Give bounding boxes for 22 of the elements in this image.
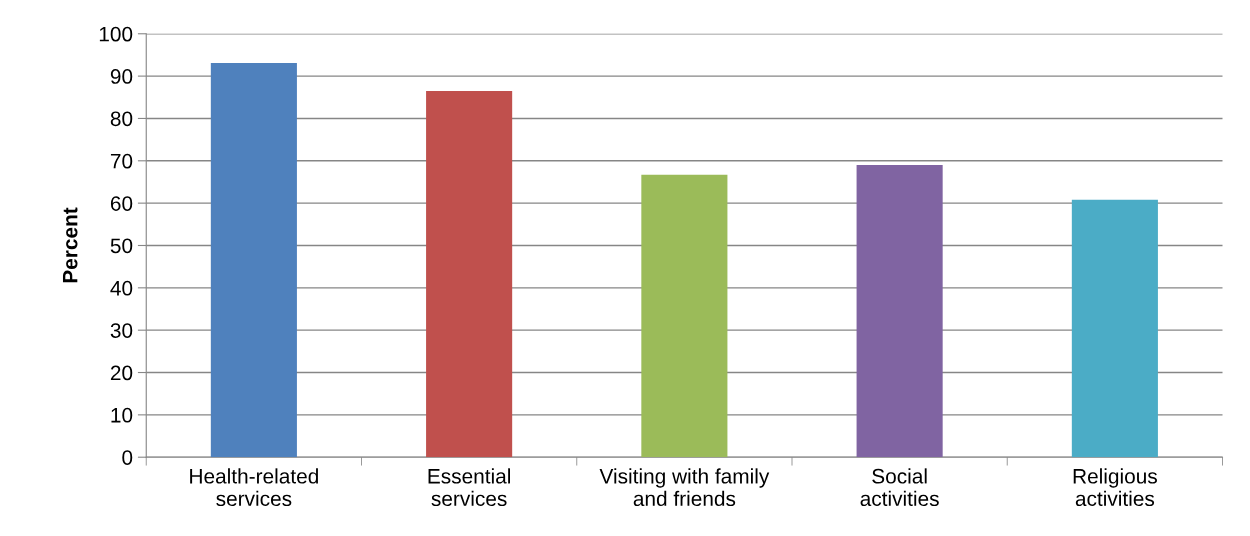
- y-axis-title: Percent: [62, 207, 78, 283]
- y-tick-label: 10: [111, 407, 133, 423]
- y-tick-label: 60: [110, 196, 133, 211]
- y-tick-label: 100: [99, 26, 133, 42]
- y-tick-label: 30: [110, 323, 133, 338]
- bar: [1071, 199, 1158, 458]
- bar: [856, 165, 943, 458]
- y-tick-label: 20: [110, 365, 133, 381]
- y-tick-label: 90: [110, 69, 133, 84]
- x-tick-label: Social activities: [860, 468, 939, 507]
- bar: [210, 62, 297, 458]
- y-tick-label: 40: [110, 280, 133, 296]
- x-tick-label: Religious activities: [1073, 468, 1157, 507]
- x-tick-label: Health-related services: [190, 468, 318, 507]
- x-tick-label: Visiting with family and friends: [599, 468, 770, 507]
- bar: [641, 174, 728, 458]
- y-tick-label: 70: [110, 153, 133, 169]
- x-tick-label: Essential services: [428, 468, 510, 507]
- y-tick-label: 0: [122, 450, 133, 465]
- y-tick-label: 50: [110, 238, 133, 254]
- bar: [426, 90, 513, 458]
- y-tick-label: 80: [110, 111, 133, 127]
